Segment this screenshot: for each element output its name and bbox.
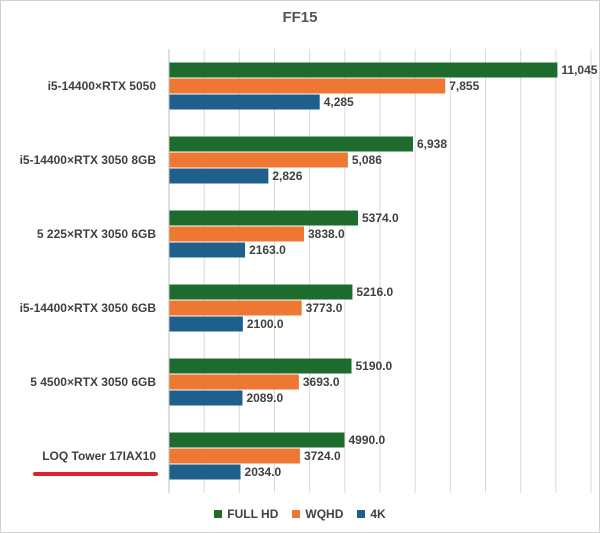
category-label: i5-14400×RTX 3050 6GB: [20, 301, 157, 315]
bar: [169, 242, 246, 258]
bar: [169, 284, 353, 300]
data-label: 7,855: [449, 79, 479, 93]
chart-title: FF15: [282, 9, 318, 26]
data-label: 5216.0: [356, 285, 393, 299]
bar: [169, 448, 300, 464]
data-label: 3724.0: [304, 449, 341, 463]
category-label: i5-14400×RTX 3050 8GB: [20, 153, 157, 167]
legend-swatch: [357, 510, 366, 518]
bar: [169, 62, 558, 78]
data-label: 3773.0: [306, 301, 343, 315]
bar: [169, 136, 413, 152]
data-label: 2089.0: [246, 391, 283, 405]
bar: [169, 464, 241, 480]
bar: [169, 210, 358, 226]
data-label: 2100.0: [247, 317, 284, 331]
data-label: 11,045: [561, 63, 597, 77]
category-label: LOQ Tower 17IAX10: [42, 449, 156, 463]
chart-legend: FULL HD WQHD 4K: [1, 507, 599, 521]
category-label: i5-14400×RTX 5050: [48, 79, 157, 93]
legend-item: WQHD: [292, 507, 343, 521]
data-label: 2,826: [272, 169, 302, 183]
legend-label: FULL HD: [227, 507, 279, 521]
bar: [169, 374, 299, 390]
bar: [169, 390, 243, 406]
data-label: 3838.0: [308, 227, 345, 241]
bar: [169, 432, 345, 448]
bar: [169, 168, 269, 184]
data-label: 3693.0: [303, 375, 340, 389]
bar: [169, 94, 320, 110]
legend-swatch: [292, 510, 301, 518]
bar: [169, 358, 352, 374]
bar: [169, 300, 302, 316]
legend-item: FULL HD: [214, 507, 278, 521]
bar: [169, 78, 446, 94]
data-label: 4990.0: [348, 433, 385, 447]
bar: [169, 226, 304, 242]
data-label: 5190.0: [356, 359, 393, 373]
legend-label: WQHD: [305, 507, 344, 521]
legend-swatch: [214, 510, 223, 518]
category-label: 5 225×RTX 3050 6GB: [37, 227, 156, 241]
data-label: 5374.0: [362, 211, 399, 225]
data-label: 2034.0: [245, 465, 282, 479]
bar: [169, 152, 348, 168]
data-label: 2163.0: [249, 243, 286, 257]
data-label: 4,285: [324, 95, 354, 109]
data-label: 6,938: [417, 137, 447, 151]
bar: [169, 316, 243, 332]
category-label: 5 4500×RTX 3050 6GB: [30, 375, 156, 389]
data-label: 5,086: [352, 153, 382, 167]
legend-item: 4K: [357, 507, 386, 521]
legend-label: 4K: [370, 507, 386, 521]
